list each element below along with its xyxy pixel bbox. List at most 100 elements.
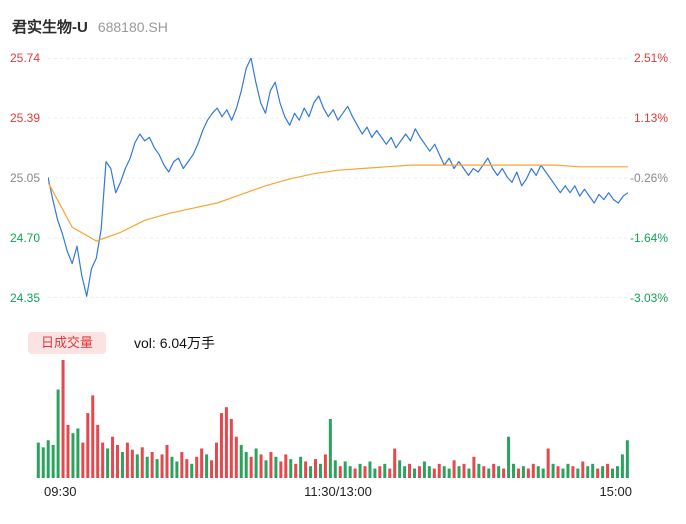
volume-bar [180, 452, 184, 478]
volume-bar [56, 389, 60, 478]
price-axis-label: 24.35 [10, 291, 41, 305]
volume-bar [135, 454, 139, 478]
volume-bar [536, 466, 540, 478]
volume-bar [512, 463, 515, 478]
volume-bar [106, 448, 110, 478]
time-label-midday: 11:30/13:00 [304, 484, 372, 499]
volume-bar [120, 452, 124, 478]
volume-bar [170, 456, 174, 478]
volume-bar [81, 442, 85, 478]
volume-bar [229, 419, 233, 478]
volume-bar [601, 466, 605, 478]
volume-bar [556, 466, 560, 478]
volume-bar [625, 440, 629, 478]
volume-bar [576, 468, 580, 478]
volume-bar [388, 468, 392, 478]
volume-bar [457, 466, 461, 478]
volume-header: 日成交量 vol: 6.04万手 [28, 332, 215, 354]
volume-bar [521, 466, 525, 478]
volume-bar [289, 459, 293, 478]
volume-bar [304, 461, 308, 478]
volume-bar [51, 444, 55, 478]
percent-axis-label: -1.64% [629, 231, 668, 245]
stock-code: 688180.SH [97, 19, 168, 35]
volume-bar [61, 360, 65, 478]
volume-bar [46, 440, 50, 478]
volume-bar [561, 468, 565, 478]
volume-bar [408, 463, 412, 478]
price-chart-area[interactable] [48, 58, 628, 298]
volume-bar [215, 442, 218, 478]
volume-bar [150, 452, 154, 478]
volume-bar [155, 459, 159, 478]
time-label-open: 09:30 [44, 484, 77, 499]
volume-bar [249, 456, 253, 478]
volume-bar [140, 447, 144, 478]
volume-bar [487, 468, 491, 478]
header: 君实生物-U 688180.SH [12, 16, 168, 37]
time-axis: 09:30 11:30/13:00 15:00 [44, 484, 632, 499]
volume-bar [165, 444, 169, 478]
volume-bar [383, 463, 387, 478]
volume-bar [160, 454, 164, 478]
volume-bar [373, 468, 377, 478]
volume-bar [254, 448, 258, 478]
volume-bar [338, 466, 342, 478]
volume-bar [417, 466, 421, 478]
volume-bar [101, 442, 105, 478]
volume-chart-area[interactable] [36, 360, 630, 478]
volume-bar [393, 448, 397, 478]
volume-bar [71, 433, 75, 478]
volume-bar [323, 454, 327, 478]
volume-bar [125, 442, 129, 478]
volume-bar [239, 444, 243, 478]
price-axis-label: 24.70 [10, 231, 41, 245]
volume-bar [234, 436, 238, 478]
volume-bar [86, 413, 90, 478]
volume-bar [210, 460, 214, 478]
volume-bar [314, 459, 317, 478]
volume-bar [274, 456, 278, 478]
volume-bar [477, 463, 481, 478]
percent-axis-label: 2.51% [633, 51, 668, 65]
volume-bar [586, 466, 590, 478]
volume-bar [348, 466, 352, 478]
volume-bar [611, 468, 614, 478]
volume-bar [437, 463, 441, 478]
volume-bar-chart[interactable] [36, 360, 630, 478]
volume-bar [442, 466, 446, 478]
price-axis-label: 25.39 [10, 111, 41, 125]
volume-bar [492, 463, 496, 478]
volume-bar [462, 463, 466, 478]
price-axis-left: 25.74 25.39 25.05 24.70 24.35 [10, 51, 46, 305]
volume-bar [363, 466, 367, 478]
volume-bar [353, 468, 357, 478]
volume-bar [224, 407, 228, 478]
volume-bar [526, 468, 530, 478]
volume-bar [551, 463, 555, 478]
volume-bar [472, 456, 476, 478]
volume-bar [482, 466, 486, 478]
volume-bar [467, 468, 471, 478]
volume-bar [259, 454, 263, 478]
volume-bar [145, 456, 149, 478]
volume-bar [219, 413, 223, 478]
volume-bar [546, 448, 550, 478]
volume-bar [76, 428, 80, 478]
volume-bar [368, 461, 372, 478]
volume-bar [284, 454, 288, 478]
volume-bar [571, 466, 575, 478]
volume-bar [41, 447, 45, 478]
percent-axis-label: -0.26% [629, 171, 668, 185]
volume-badge[interactable]: 日成交量 [28, 332, 107, 354]
price-axis-label: 25.05 [10, 171, 41, 185]
volume-bar [591, 463, 595, 478]
volume-bar [398, 460, 402, 478]
stock-name: 君实生物-U [12, 19, 88, 36]
volume-bar [279, 461, 283, 478]
volume-bar [195, 456, 199, 478]
volume-bar [175, 461, 179, 478]
price-line-chart[interactable] [48, 58, 628, 298]
volume-bar [96, 424, 100, 478]
